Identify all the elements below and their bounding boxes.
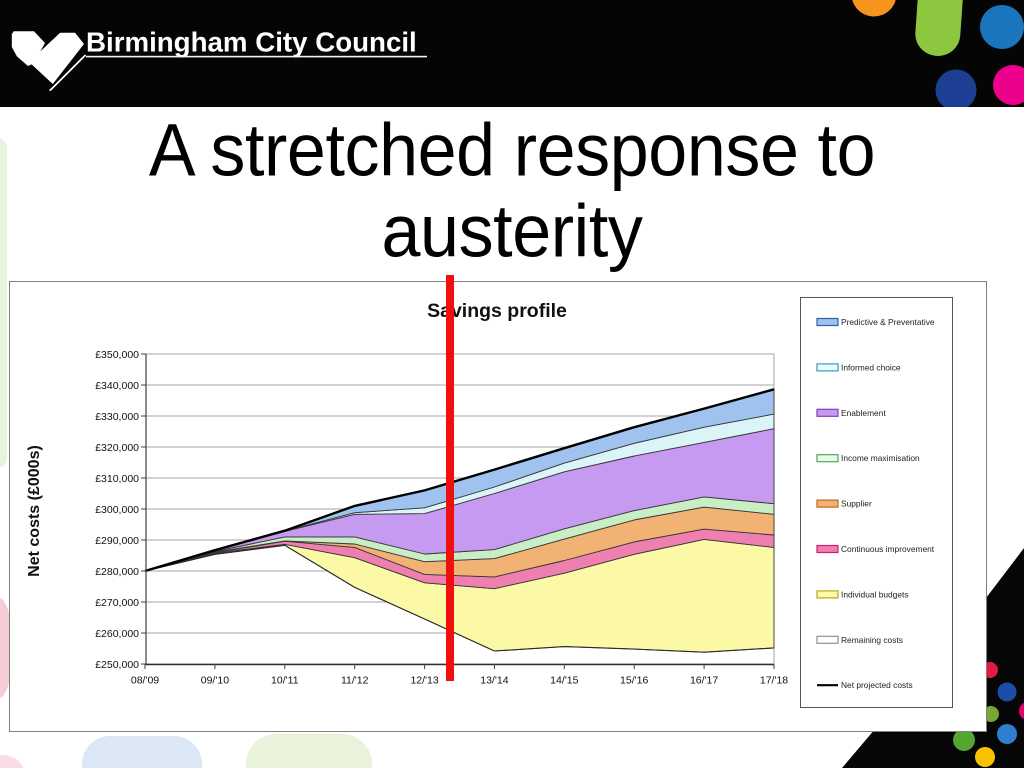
svg-text:£350,000: £350,000 — [95, 349, 139, 361]
svg-text:10/'11: 10/'11 — [271, 675, 299, 687]
svg-text:15/'16: 15/'16 — [620, 675, 648, 687]
svg-text:Savings profile: Savings profile — [427, 300, 567, 322]
svg-text:Continuous improvement: Continuous improvement — [841, 544, 935, 554]
svg-text:08/'09: 08/'09 — [131, 675, 159, 687]
svg-text:£300,000: £300,000 — [95, 504, 139, 516]
svg-text:£260,000: £260,000 — [95, 628, 139, 640]
svg-text:11/'12: 11/'12 — [341, 675, 369, 687]
svg-text:14/'15: 14/'15 — [550, 675, 578, 687]
svg-text:£310,000: £310,000 — [95, 473, 139, 485]
svg-text:16/'17: 16/'17 — [690, 675, 718, 687]
svg-text:Supplier: Supplier — [841, 499, 872, 509]
svg-text:£320,000: £320,000 — [95, 442, 139, 454]
svg-text:£290,000: £290,000 — [95, 535, 139, 547]
svg-text:Remaining costs: Remaining costs — [841, 635, 903, 645]
svg-text:Birmingham City Council: Birmingham City Council — [86, 27, 417, 58]
svg-text:£280,000: £280,000 — [95, 566, 139, 578]
svg-text:17/'18: 17/'18 — [760, 675, 788, 687]
svg-text:£270,000: £270,000 — [95, 597, 139, 609]
svg-text:12/'13: 12/'13 — [410, 675, 438, 687]
svg-text:Predictive & Preventative: Predictive & Preventative — [841, 317, 935, 327]
svg-text:13/'14: 13/'14 — [480, 675, 508, 687]
svg-text:Informed choice: Informed choice — [841, 362, 901, 372]
svg-text:£340,000: £340,000 — [95, 380, 139, 392]
svg-text:09/'10: 09/'10 — [201, 675, 229, 687]
svg-text:£330,000: £330,000 — [95, 411, 139, 423]
svg-text:Income maximisation: Income maximisation — [841, 453, 920, 463]
svg-text:Individual budgets: Individual budgets — [841, 589, 909, 599]
svg-text:Net projected costs: Net projected costs — [841, 680, 913, 690]
svg-text:Net costs (£000s): Net costs (£000s) — [26, 445, 43, 577]
svg-text:£250,000: £250,000 — [95, 659, 139, 671]
svg-text:Enablement: Enablement — [841, 408, 886, 418]
